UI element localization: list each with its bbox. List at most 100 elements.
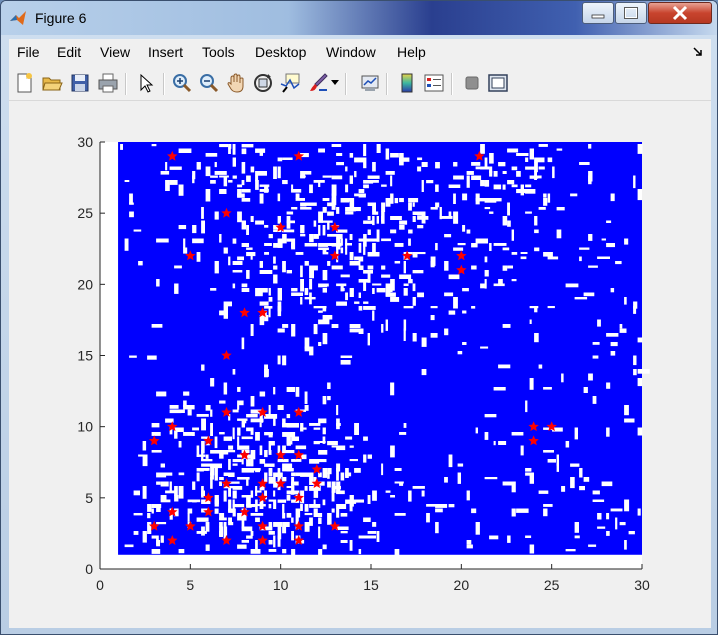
field-gap [516, 153, 529, 156]
field-gap [493, 441, 496, 446]
link-plot-icon[interactable] [359, 72, 381, 94]
field-gap [259, 504, 266, 507]
open-file-icon[interactable] [41, 72, 63, 94]
field-gap [313, 490, 319, 498]
field-gap [214, 436, 218, 449]
field-gap [165, 472, 173, 476]
show-plot-tools-icon[interactable] [487, 72, 509, 94]
field-gap [385, 148, 390, 160]
field-gap [547, 256, 559, 260]
plot-axes[interactable]: 0 5 10 15 20 25 30 0 5 10 15 20 25 30 [9, 101, 711, 628]
field-gap [228, 180, 233, 183]
zoom-in-icon[interactable] [171, 72, 193, 94]
field-gap [322, 175, 332, 178]
field-gap [579, 247, 590, 250]
close-button[interactable] [648, 2, 712, 24]
field-gap [309, 234, 314, 243]
menu-insert[interactable]: Insert [148, 44, 184, 60]
field-gap [300, 297, 303, 305]
field-gap [304, 261, 309, 266]
field-gap [282, 234, 287, 244]
field-gap [228, 445, 234, 450]
field-gap [138, 454, 144, 457]
legend-icon[interactable] [423, 72, 445, 94]
print-icon[interactable] [97, 72, 119, 94]
field-gap [219, 531, 222, 536]
hide-plot-tools-icon[interactable] [461, 72, 483, 94]
field-gap [390, 216, 402, 220]
field-gap [525, 157, 529, 162]
field-gap [259, 301, 269, 306]
field-gap [291, 207, 298, 210]
title-bar[interactable]: Figure 6 [1, 1, 717, 35]
field-gap [228, 499, 232, 512]
field-gap [277, 499, 287, 503]
field-gap [210, 288, 217, 291]
maximize-icon [624, 7, 638, 19]
field-gap [615, 261, 622, 265]
field-gap [507, 202, 510, 216]
new-figure-icon[interactable] [13, 72, 35, 94]
chevron-down-icon[interactable] [331, 80, 339, 86]
field-gap [606, 427, 610, 437]
data-cursor-icon[interactable] [279, 72, 301, 94]
menu-edit[interactable]: Edit [57, 44, 82, 60]
field-gap [241, 148, 247, 155]
field-gap [210, 378, 215, 387]
field-gap [201, 463, 212, 467]
field-gap [520, 252, 528, 254]
menu-help[interactable]: Help [397, 44, 426, 60]
field-gap [282, 418, 286, 428]
dock-arrow-icon[interactable] [693, 47, 703, 57]
field-gap [264, 490, 267, 500]
field-gap [250, 324, 254, 336]
field-gap [282, 229, 295, 233]
field-gap [381, 265, 386, 270]
field-gap [268, 432, 273, 438]
menu-window[interactable]: Window [326, 44, 376, 60]
brush-icon[interactable] [307, 72, 329, 94]
field-gap [597, 319, 601, 327]
save-icon[interactable] [69, 72, 91, 94]
field-gap [174, 495, 179, 502]
field-gap [561, 373, 564, 383]
menu-view[interactable]: View [100, 44, 131, 60]
pointer-icon[interactable] [135, 72, 157, 94]
field-gap [345, 207, 356, 212]
toolbar-separator [386, 73, 388, 95]
field-gap [156, 238, 169, 243]
field-gap [520, 445, 524, 456]
field-gap [408, 252, 413, 255]
zoom-out-icon[interactable] [198, 72, 220, 94]
field-gap [219, 517, 227, 521]
field-gap [574, 522, 579, 533]
field-gap [525, 472, 532, 476]
menu-desktop[interactable]: Desktop [255, 44, 307, 60]
maximize-button[interactable] [615, 2, 647, 24]
field-gap [192, 225, 197, 234]
field-gap [421, 162, 428, 167]
field-gap [340, 198, 350, 203]
field-gap [318, 243, 329, 247]
menu-tools[interactable]: Tools [202, 44, 235, 60]
minimize-button[interactable] [582, 2, 614, 24]
field-gap [327, 211, 334, 216]
pan-icon[interactable] [225, 72, 247, 94]
rotate-3d-icon[interactable] [252, 72, 274, 94]
field-gap [529, 319, 532, 324]
field-gap [435, 243, 438, 251]
menu-file[interactable]: File [17, 44, 40, 60]
field-gap [327, 382, 331, 389]
field-gap [201, 459, 213, 462]
field-gap [561, 486, 566, 492]
field-gap [390, 297, 400, 302]
marker-point [221, 207, 232, 218]
field-gap [358, 549, 362, 555]
field-gap [322, 288, 327, 293]
field-gap [484, 414, 497, 418]
axis-frame: 0 5 10 15 20 25 30 0 5 10 15 20 25 30 [77, 134, 650, 593]
field-gap [484, 256, 488, 263]
field-gap [466, 175, 470, 188]
colorbar-icon[interactable] [396, 72, 418, 94]
field-gap [367, 333, 370, 346]
